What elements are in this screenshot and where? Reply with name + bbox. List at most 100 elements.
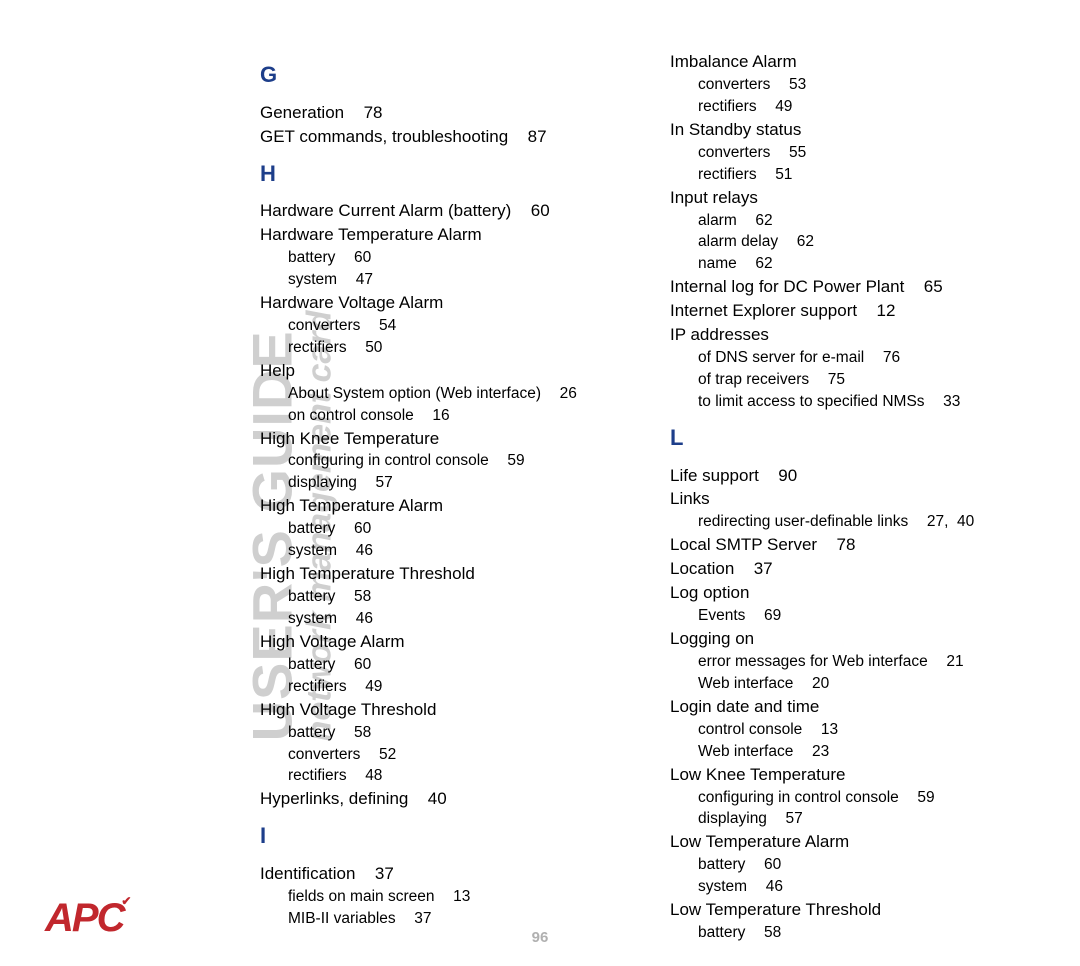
entry-text: Help [260,361,295,380]
entry-text: Internal log for DC Power Plant [670,277,904,296]
entry-text: of trap receivers [698,371,809,388]
entry-text: converters [288,317,360,334]
index-subentry: battery 58 [698,923,1050,944]
index-subentry: rectifiers 51 [698,165,1050,186]
entry-page: 90 [769,466,797,485]
index-subentry: battery 58 [288,723,640,744]
entry-page: 37 [365,864,393,883]
index-entry: High Voltage Threshold [260,699,640,722]
index-subentry: battery 58 [288,587,640,608]
entry-page: 65 [914,277,942,296]
index-entry: Internet Explorer support 12 [670,300,1050,323]
entry-page: 49 [357,678,383,695]
index-entry: High Knee Temperature [260,428,640,451]
index-entry: Hardware Current Alarm (battery) 60 [260,200,640,223]
index-entry: Low Temperature Threshold [670,899,1050,922]
entry-page: 54 [370,317,396,334]
index-entry: IP addresses [670,324,1050,347]
index-entry: Life support 90 [670,465,1050,488]
index-subentry: rectifiers 49 [698,97,1050,118]
index-entry: Help [260,360,640,383]
entry-text: fields on main screen [288,888,434,905]
entry-page: 62 [788,233,814,250]
entry-text: Input relays [670,188,758,207]
index-entry: Internal log for DC Power Plant 65 [670,276,1050,299]
index-subentry: battery 60 [288,655,640,676]
entry-text: In Standby status [670,120,801,139]
index-subentry: Events 69 [698,606,1050,627]
index-subentry: configuring in control console 59 [288,451,640,472]
entry-text: High Knee Temperature [260,429,439,448]
entry-text: Hyperlinks, defining [260,789,408,808]
index-subentry: system 46 [288,609,640,630]
entry-page: 26 [551,385,577,402]
index-subentry: on control console 16 [288,406,640,427]
index-entry: Identification 37 [260,863,640,886]
entry-page: 55 [780,144,806,161]
entry-page: 59 [499,452,525,469]
entry-text: redirecting user-definable links [698,513,908,530]
index-subentry: to limit access to specified NMSs 33 [698,392,1050,413]
entry-text: Login date and time [670,697,819,716]
index-subentry: displaying 57 [698,809,1050,830]
entry-text: Events [698,607,745,624]
sidebar: USER'S GUIDE network management card APC… [0,0,250,966]
entry-text: rectifiers [288,767,347,784]
index-letter-heading: H [260,159,640,189]
index-subentry: name 62 [698,254,1050,275]
entry-text: alarm delay [698,233,778,250]
index-letter-heading: I [260,821,640,851]
entry-text: Low Temperature Alarm [670,832,849,851]
entry-page: 46 [757,878,783,895]
index-subentry: rectifiers 48 [288,766,640,787]
index-subentry: MIB-II variables 37 [288,909,640,930]
entry-page: 37 [744,559,772,578]
entry-page: 58 [345,588,371,605]
entry-text: rectifiers [698,98,757,115]
entry-page: 46 [347,610,373,627]
entry-text: rectifiers [288,678,347,695]
entry-text: alarm [698,212,737,229]
entry-page: 60 [345,520,371,537]
entry-page: 13 [444,888,470,905]
entry-text: converters [698,76,770,93]
entry-text: configuring in control console [288,452,489,469]
entry-text: system [288,542,337,559]
index-subentry: Web interface 20 [698,674,1050,695]
entry-page: 33 [935,393,961,410]
logo-check-icon: ✔ [121,894,129,908]
entry-text: Internet Explorer support [670,301,857,320]
entry-page: 76 [874,349,900,366]
page-number: 96 [532,929,549,946]
index-subentry: battery 60 [288,519,640,540]
entry-page: 47 [347,271,373,288]
entry-text: converters [698,144,770,161]
entry-text: High Voltage Alarm [260,632,405,651]
index-subentry: About System option (Web interface) 26 [288,384,640,405]
entry-page: 52 [370,746,396,763]
entry-page: 60 [345,249,371,266]
index-entry: Hardware Voltage Alarm [260,292,640,315]
index-subentry: error messages for Web interface 21 [698,652,1050,673]
entry-text: control console [698,721,802,738]
entry-text: error messages for Web interface [698,653,928,670]
entry-page: 58 [755,924,781,941]
entry-page: 48 [357,767,383,784]
entry-text: rectifiers [698,166,757,183]
index-subentry: converters 54 [288,316,640,337]
entry-text: system [288,271,337,288]
entry-text: battery [288,249,335,266]
index-column-left: GGeneration 78GET commands, troubleshoot… [260,50,640,936]
entry-page: 49 [767,98,793,115]
index-subentry: converters 55 [698,143,1050,164]
entry-text: GET commands, troubleshooting [260,127,508,146]
entry-text: Links [670,489,710,508]
index-subentry: displaying 57 [288,473,640,494]
entry-text: Local SMTP Server [670,535,817,554]
entry-page: 12 [867,301,895,320]
entry-text: name [698,255,737,272]
entry-page: 62 [747,212,773,229]
entry-page: 58 [345,724,371,741]
entry-text: Logging on [670,629,754,648]
logo-text: APC [45,896,123,940]
